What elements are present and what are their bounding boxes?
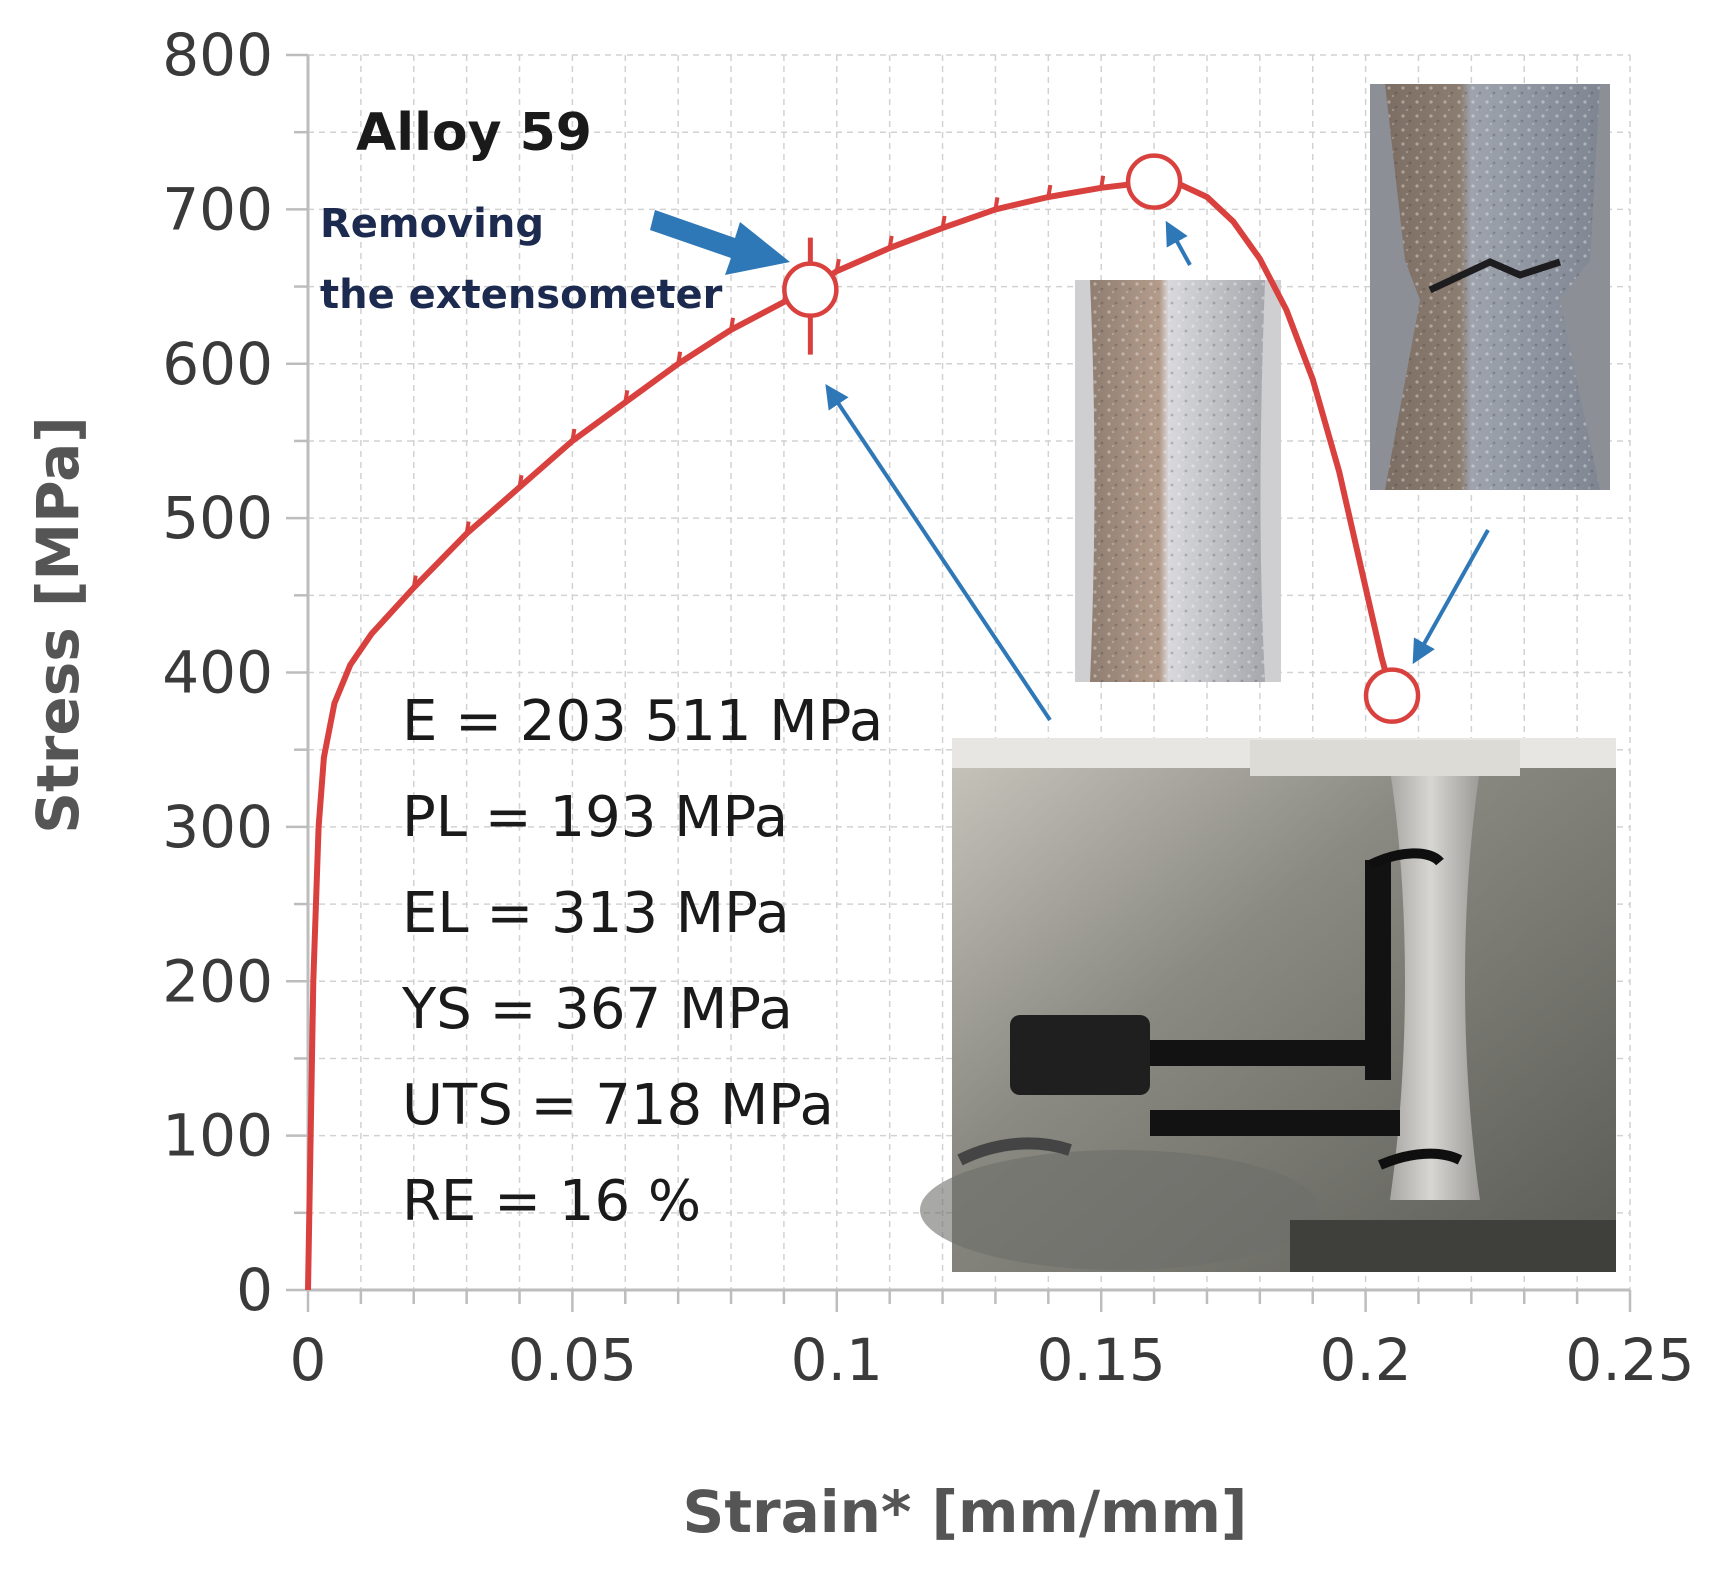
x-tick-label: 0	[290, 1326, 327, 1394]
curve-serration	[729, 317, 736, 331]
curve-serration	[834, 258, 841, 272]
annotation-line-1: Removing	[320, 201, 544, 247]
curve-markers	[782, 153, 1421, 724]
x-axis-title: Strain* [mm/mm]	[683, 1478, 1248, 1546]
y-tick-label: 100	[162, 1102, 273, 1170]
x-tick-label: 0.05	[508, 1326, 637, 1394]
y-tick-label: 600	[162, 330, 273, 398]
necking-photo	[1075, 280, 1281, 682]
y-tick-label: 800	[162, 21, 273, 89]
property-ys: YS = 367 MPa	[401, 977, 793, 1042]
y-axis-title: Stress [MPa]	[24, 416, 92, 834]
arrow-to-fracture-point	[1412, 529, 1490, 665]
property-el: EL = 313 MPa	[402, 881, 790, 946]
annotation-arrows	[650, 210, 1490, 722]
y-tick-label: 200	[162, 947, 273, 1015]
curve-serration	[940, 215, 947, 229]
curve-serration	[464, 521, 471, 534]
curve-serration	[887, 235, 894, 249]
marker-fracture	[1363, 667, 1421, 724]
stress-strain-line	[305, 178, 1395, 1291]
y-tick-label: 700	[162, 175, 273, 243]
axes	[286, 53, 1632, 1312]
annotation-line-2: the extensometer	[320, 272, 723, 318]
y-tick-label: 300	[162, 793, 273, 861]
x-tick-label: 0.1	[791, 1326, 883, 1394]
curve-serration	[570, 428, 577, 442]
property-re: RE = 16 %	[402, 1169, 701, 1234]
x-tick-label: 0.2	[1319, 1326, 1411, 1394]
properties-list: E = 203 511 MPa PL = 193 MPa EL = 313 MP…	[401, 689, 883, 1234]
curve-serration	[411, 575, 418, 588]
extensometer-photo	[920, 738, 1616, 1272]
tick-labels: 0 0.05 0.1 0.15 0.2 0.25 0 100 200 300 400 500 600 70…	[162, 21, 1694, 1394]
thick-arrow	[650, 210, 790, 275]
curve-serration	[517, 474, 524, 488]
fracture-photo	[1370, 84, 1610, 490]
curve-serration	[623, 390, 630, 403]
curve-serration	[676, 351, 683, 365]
y-tick-label: 500	[162, 484, 273, 552]
x-tick-label: 0.25	[1565, 1326, 1694, 1394]
arrow-to-extensometer-point	[825, 384, 1052, 722]
curve-serration	[993, 197, 1000, 210]
chart-title: Alloy 59	[356, 103, 592, 163]
marker-extensometer-removed	[782, 261, 839, 318]
marker-uts	[1125, 153, 1183, 210]
property-e: E = 203 511 MPa	[402, 689, 883, 754]
arrow-to-uts-point	[1165, 220, 1192, 266]
y-tick-label: 400	[162, 639, 273, 707]
property-uts: UTS = 718 MPa	[402, 1073, 834, 1138]
curve-serration	[1099, 175, 1106, 189]
property-pl: PL = 193 MPa	[402, 785, 788, 850]
y-tick-label: 0	[236, 1256, 273, 1324]
curve-serration	[1046, 184, 1053, 198]
x-tick-label: 0.15	[1037, 1326, 1166, 1394]
